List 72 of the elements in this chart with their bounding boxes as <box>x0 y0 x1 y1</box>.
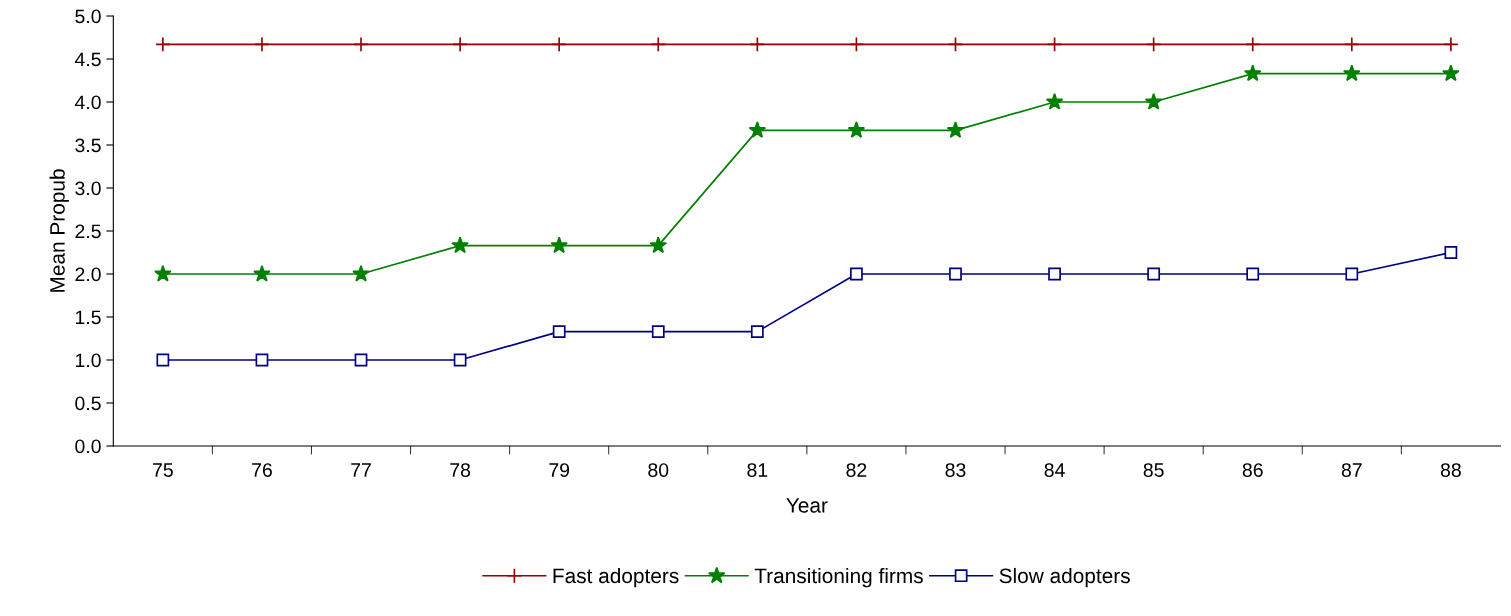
y-tick-label: 1.5 <box>75 310 101 325</box>
x-tick-label: 80 <box>648 463 669 477</box>
point <box>550 236 568 254</box>
point <box>750 325 764 339</box>
point <box>253 264 271 282</box>
point <box>1443 36 1459 53</box>
point <box>949 267 962 281</box>
x-tick-label: 85 <box>1143 463 1164 477</box>
x-tick-label: 86 <box>1242 463 1263 477</box>
x-tick-label: 79 <box>549 463 570 477</box>
point <box>649 236 668 254</box>
point <box>848 36 865 53</box>
legend-label: Fast adopters <box>553 567 679 588</box>
point <box>352 264 370 282</box>
point <box>353 36 369 53</box>
point <box>946 121 965 138</box>
point <box>947 36 964 53</box>
point <box>155 36 171 53</box>
point <box>749 36 766 53</box>
x-axis-title: Year <box>786 498 828 513</box>
point <box>847 121 866 138</box>
point <box>651 325 665 339</box>
x-tick-label: 83 <box>945 463 966 477</box>
point <box>451 236 469 254</box>
point <box>1244 36 1261 53</box>
point <box>154 264 172 282</box>
x-tick-label: 76 <box>252 463 272 477</box>
point <box>452 36 468 53</box>
x-tick-label: 78 <box>450 463 471 477</box>
point <box>1246 267 1260 281</box>
legend-label: Slow adopters <box>999 567 1130 588</box>
point <box>354 353 368 367</box>
x-tick-label: 84 <box>1044 463 1065 477</box>
point <box>1144 92 1163 110</box>
x-tick-label: 77 <box>351 463 371 477</box>
y-tick-label: 0.5 <box>75 396 101 411</box>
y-tick-label: 2.0 <box>75 267 101 282</box>
point <box>1442 64 1460 82</box>
point <box>255 353 269 367</box>
point <box>1345 267 1359 281</box>
point <box>1048 267 1061 281</box>
legend-label: Transitioning firms <box>754 567 923 588</box>
point <box>748 121 767 138</box>
y-tick-label: 2.5 <box>75 224 101 239</box>
x-tick-label: 87 <box>1341 463 1362 477</box>
point <box>156 353 170 367</box>
point <box>1046 36 1063 53</box>
x-tick-label: 82 <box>846 463 867 477</box>
y-axis-title: Mean Propub <box>49 169 69 292</box>
x-tick-label: 81 <box>747 463 768 477</box>
y-tick-label: 5.0 <box>75 9 101 24</box>
point <box>552 325 566 339</box>
y-tick-label: 3.0 <box>75 181 101 196</box>
point <box>453 353 467 367</box>
y-tick-label: 4.0 <box>74 95 101 110</box>
point <box>1343 64 1361 82</box>
y-tick-label: 1.0 <box>75 353 101 368</box>
x-tick-label: 88 <box>1440 463 1461 477</box>
y-tick-label: 3.5 <box>75 138 101 153</box>
y-tick-label: 0.0 <box>75 439 101 454</box>
point <box>850 267 863 281</box>
point <box>1045 92 1064 110</box>
point <box>254 36 270 53</box>
point <box>1145 36 1162 53</box>
point <box>1444 246 1458 259</box>
point <box>1344 36 1360 53</box>
x-tick-label: 75 <box>153 463 173 477</box>
point <box>551 36 567 53</box>
y-tick-label: 4.5 <box>74 52 101 67</box>
point <box>1147 267 1161 281</box>
point <box>650 36 667 53</box>
point <box>1243 64 1262 82</box>
